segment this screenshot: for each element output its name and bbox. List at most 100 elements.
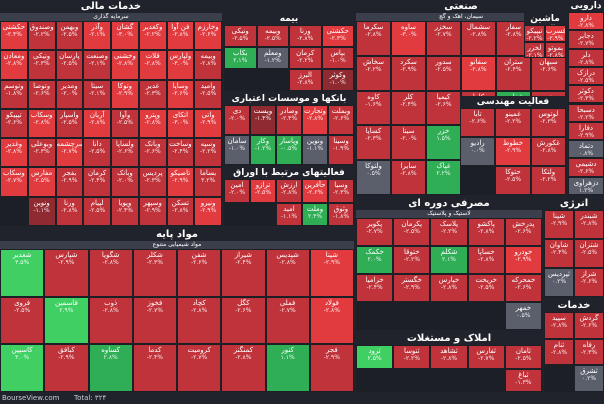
stock-tile[interactable]: ونوین -۱.۱%	[302, 135, 328, 165]
stock-tile[interactable]: شتران -۲.۵%	[574, 239, 604, 268]
stock-tile[interactable]: خکمک ۲.۰%	[356, 246, 394, 274]
stock-tile[interactable]: وتجارت -۲.۸%	[302, 105, 328, 135]
stock-tile[interactable]: وساخت -۲.۴%	[166, 138, 195, 168]
stock-tile[interactable]: سشمال -۲.۸%	[461, 21, 496, 56]
stock-tile[interactable]: دسبحا -۲.۲%	[568, 103, 604, 122]
stock-tile[interactable]: خمحرکه -۲.۶%	[504, 274, 542, 302]
stock-tile[interactable]: قلات -۲.۸%	[138, 50, 167, 80]
stock-tile[interactable]: دکوثر -۲.۳%	[568, 85, 604, 104]
stock-tile[interactable]: وسیا -۲.۳%	[328, 179, 354, 203]
stock-tile[interactable]: درازک -۲.۵%	[568, 66, 604, 86]
stock-tile[interactable]: وپست -۱.۴%	[250, 105, 276, 135]
stock-tile[interactable]: وملت ۲.۴%	[302, 202, 328, 226]
stock-tile[interactable]: خزامیا -۲.۴%	[356, 274, 394, 302]
stock-tile[interactable]: بکاب ۲.۱%	[224, 47, 257, 69]
stock-tile[interactable]: ثباغ -۱.۳%	[504, 368, 542, 392]
sector-title[interactable]: ماشین آلات	[524, 13, 566, 36]
stock-tile[interactable]: وبانک -۲.۰%	[111, 167, 139, 197]
stock-tile[interactable]: فروی -۲.۵%	[0, 296, 45, 345]
stock-tile[interactable]: کساپا -۲.۳%	[356, 125, 391, 161]
stock-tile[interactable]: فسرب -۲.۹%	[545, 25, 566, 42]
stock-tile[interactable]: وصادر -۲.۴%	[276, 105, 302, 135]
stock-tile[interactable]: وصندوق -۲.۲%	[27, 21, 56, 51]
sector-title[interactable]: خدمات مالی	[0, 0, 222, 13]
stock-tile[interactable]: شگویا -۲.۸%	[88, 249, 133, 297]
stock-tile[interactable]: شکلر -۲.۳%	[132, 249, 177, 297]
stock-tile[interactable]: ثنوسا -۲.۲%	[393, 345, 431, 369]
stock-tile[interactable]: شپنا -۲.۹%	[544, 210, 574, 239]
stock-tile[interactable]: خپارس -۲.۸%	[430, 274, 468, 302]
sector-title[interactable]: بیمه	[224, 13, 354, 25]
stock-tile[interactable]: امین -۲.۰%	[224, 179, 250, 203]
stock-tile[interactable]: ساوه -۳.۰%	[391, 21, 426, 56]
stock-tile[interactable]: خطوط -۲.۹%	[495, 137, 531, 166]
stock-tile[interactable]: وبوعلی -۲.۳%	[27, 138, 56, 168]
stock-tile[interactable]: پلاسک -۲.۲%	[430, 218, 468, 246]
stock-tile[interactable]: شفن -۲.۶%	[177, 249, 222, 297]
stock-tile[interactable]: شپارس -۲.۹%	[44, 249, 89, 297]
stock-tile[interactable]: وصنعت -۲.۱%	[83, 50, 111, 80]
sector-title[interactable]: انرژی	[544, 197, 604, 210]
stock-tile[interactable]: سخزر -۲.۷%	[426, 21, 461, 56]
stock-tile[interactable]: وسینا -۱.۹%	[328, 135, 354, 165]
stock-tile[interactable]: وپترو -۲.۸%	[138, 108, 167, 139]
stock-tile[interactable]: وسپهر -۲.۹%	[138, 196, 167, 226]
stock-tile[interactable]: شبندر -۲.۸%	[574, 210, 604, 239]
stock-tile[interactable]: پاکشو -۲.۸%	[467, 218, 505, 246]
stock-tile[interactable]: وخارزم -۲.۶%	[194, 21, 222, 51]
stock-tile[interactable]: شیراز -۲.۴%	[221, 249, 266, 297]
stock-tile[interactable]: واسپار -۲.۵%	[55, 108, 84, 139]
stock-tile[interactable]: ثپردیس ۰.۲%	[544, 268, 574, 297]
stock-tile[interactable]: وکوثر -۱.۰%	[321, 69, 354, 91]
stock-tile[interactable]: وامید -۲.۵%	[194, 79, 222, 109]
stock-tile[interactable]: وآوا -۲.۵%	[111, 108, 139, 139]
stock-tile[interactable]: وتوصا -۲.۶%	[27, 79, 56, 109]
stock-tile[interactable]: کاسپین ۳.۰%	[0, 344, 45, 392]
stock-tile[interactable]: فجر -۲.۹%	[309, 344, 354, 392]
stock-tile[interactable]: فن آوا -۲.۸%	[166, 21, 195, 51]
stock-tile[interactable]: دجابر -۲.۷%	[568, 30, 604, 49]
stock-tile[interactable]: ومدیر -۲.۰%	[55, 79, 84, 109]
stock-tile[interactable]: دشیمی -۲.۶%	[568, 158, 604, 177]
stock-tile[interactable]: تسکن -۲.۸%	[166, 196, 195, 226]
stock-tile[interactable]: شراز -۲.۶%	[574, 268, 604, 297]
stock-tile[interactable]: خریخت -۲.۵%	[467, 274, 505, 302]
stock-tile[interactable]: ومعادن -۲.۸%	[0, 50, 28, 80]
stock-tile[interactable]: وبانک -۲.۶%	[138, 138, 167, 168]
stock-tile[interactable]: دفارا -۲.۹%	[568, 121, 604, 141]
stock-tile[interactable]: پکرمان -۲.۵%	[393, 218, 431, 246]
stock-tile[interactable]: کساوه ۲.۸%	[88, 344, 133, 392]
stock-tile[interactable]: سبهان -۲.۶%	[531, 55, 566, 91]
stock-tile[interactable]: وسکاب -۲.۸%	[27, 108, 56, 139]
stock-tile[interactable]: ثفارس -۲.۷%	[467, 345, 505, 369]
sector-title[interactable]: بانکها و موسسات اعتباری	[224, 93, 354, 105]
stock-tile[interactable]: غکورش -۲.۸%	[530, 137, 566, 166]
stock-tile[interactable]: ثشاهد -۲.۸%	[430, 345, 468, 369]
stock-tile[interactable]: وبیمه -۲.۵%	[256, 25, 289, 47]
stock-tile[interactable]: پکویر -۲.۷%	[356, 218, 394, 246]
stock-tile[interactable]: گردش -۲.۶%	[574, 312, 604, 339]
stock-tile[interactable]: وبملت -۲.۶%	[328, 105, 354, 135]
stock-tile[interactable]: دلر -۲.۸%	[568, 48, 604, 67]
stock-tile[interactable]: حتوکا -۲.۵%	[495, 166, 531, 195]
stock-tile[interactable]: وکار -۱.۲%	[250, 135, 276, 165]
stock-tile[interactable]: شاوان -۲.۴%	[544, 239, 574, 268]
stock-tile[interactable]: رادیو ۰.۰%	[460, 137, 496, 166]
stock-tile[interactable]: بساما ۳.۲%	[194, 167, 222, 197]
stock-tile[interactable]: دی -۲.۰%	[224, 105, 250, 135]
sector-title[interactable]: فعالیت مهندسی	[460, 96, 566, 108]
sector-title[interactable]: خدمات رفاهی	[544, 299, 604, 324]
stock-tile[interactable]: وپاسار -۰.۵%	[276, 135, 302, 165]
stock-tile[interactable]: تاصیکو -۲.۹%	[166, 167, 195, 197]
stock-tile[interactable]: ذوب -۲.۸%	[88, 296, 133, 345]
stock-tile[interactable]: کمنگنز -۲.۸%	[221, 344, 266, 392]
stock-tile[interactable]: حکشتی -۲.۴%	[0, 21, 28, 51]
stock-tile[interactable]: فخوز -۲.۷%	[132, 296, 177, 345]
stock-tile[interactable]: سفانو -۲.۸%	[461, 55, 496, 91]
stock-tile[interactable]: کلر -۲.۴%	[391, 90, 426, 126]
sector-title[interactable]: مصرفی دوره ای	[356, 197, 542, 210]
stock-tile[interactable]: سخاش -۲.۲%	[356, 55, 391, 91]
stock-tile[interactable]: ولتکا -۲.۲%	[530, 166, 566, 195]
stock-tile[interactable]: خزر ۱.۵%	[426, 125, 461, 161]
stock-tile[interactable]: البرز -۲.۸%	[289, 69, 322, 91]
